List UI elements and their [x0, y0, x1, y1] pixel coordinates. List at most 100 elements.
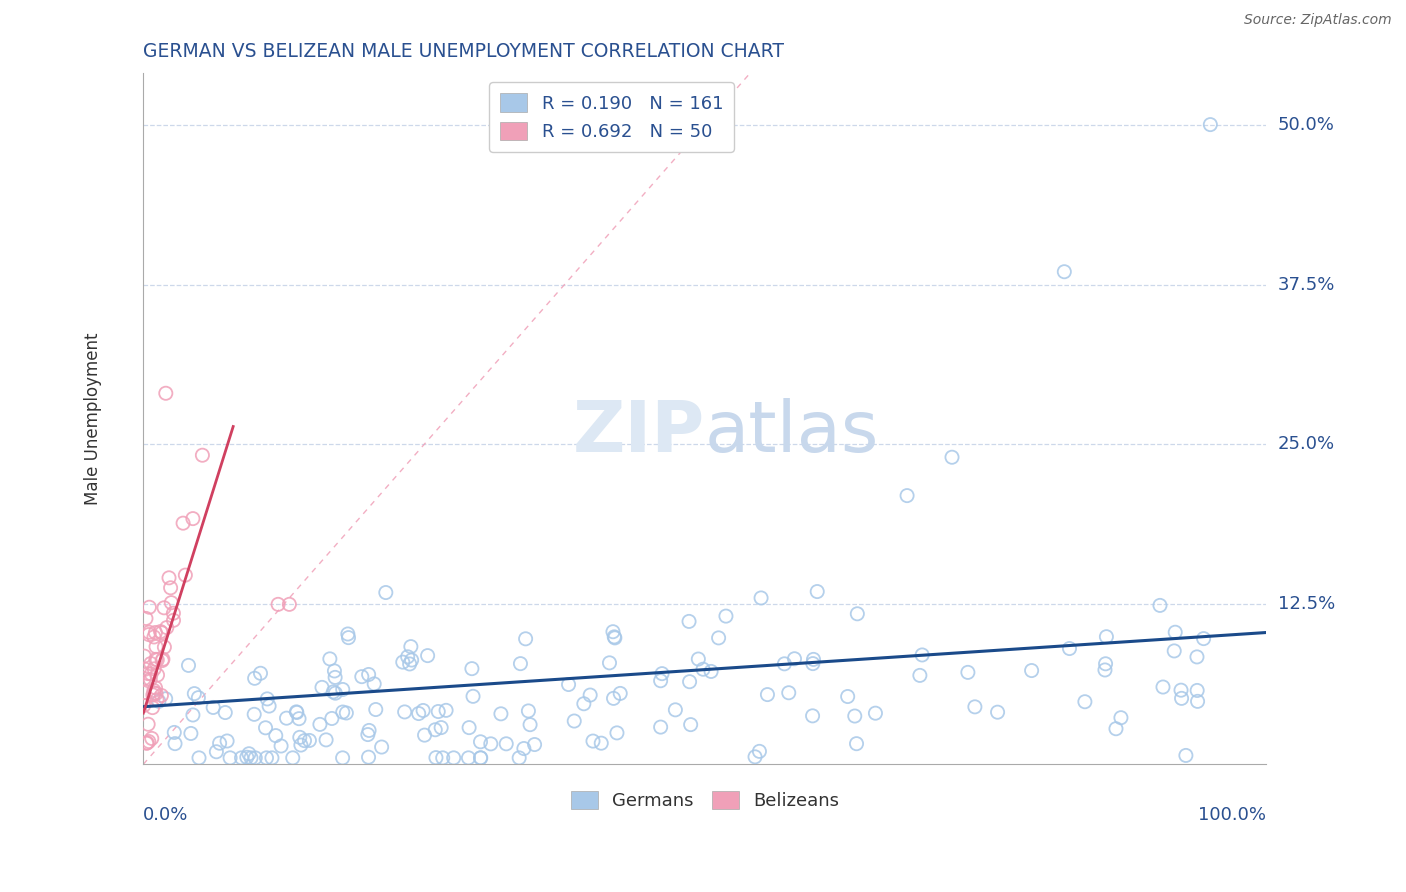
Point	[844, 709, 866, 723]
Point	[416, 648, 439, 663]
Point	[155, 691, 177, 706]
Point	[773, 657, 796, 671]
Point	[470, 735, 492, 749]
Point	[801, 709, 824, 723]
Point	[335, 706, 357, 720]
Point	[941, 450, 963, 465]
Point	[134, 649, 156, 664]
Point	[744, 749, 766, 764]
Text: ZIP: ZIP	[572, 398, 704, 467]
Point	[160, 596, 183, 610]
Point	[748, 744, 770, 758]
Point	[319, 652, 342, 666]
Point	[350, 670, 373, 684]
Point	[134, 672, 156, 686]
Text: 25.0%: 25.0%	[1278, 435, 1334, 453]
Point	[181, 511, 204, 525]
Point	[363, 677, 385, 691]
Point	[188, 751, 211, 765]
Point	[1105, 722, 1128, 736]
Point	[412, 704, 434, 718]
Point	[145, 625, 167, 640]
Point	[1059, 641, 1081, 656]
Point	[153, 600, 176, 615]
Point	[756, 688, 779, 702]
Point	[332, 751, 354, 765]
Point	[143, 662, 166, 676]
Point	[285, 705, 308, 719]
Point	[254, 721, 277, 735]
Point	[391, 655, 413, 669]
Point	[150, 654, 173, 668]
Point	[432, 751, 454, 765]
Point	[143, 630, 166, 644]
Point	[495, 737, 517, 751]
Point	[153, 640, 176, 654]
Point	[285, 706, 308, 720]
Point	[399, 640, 422, 654]
Point	[427, 705, 450, 719]
Point	[136, 717, 159, 731]
Point	[461, 690, 484, 704]
Point	[803, 652, 825, 666]
Point	[152, 652, 174, 666]
Point	[598, 656, 620, 670]
Legend: Germans, Belizeans: Germans, Belizeans	[564, 784, 846, 817]
Point	[911, 648, 934, 662]
Point	[679, 717, 702, 731]
Point	[1163, 644, 1185, 658]
Point	[651, 666, 673, 681]
Point	[142, 683, 165, 698]
Point	[562, 714, 585, 728]
Point	[249, 666, 271, 681]
Point	[134, 662, 156, 676]
Point	[323, 664, 346, 678]
Point	[146, 668, 169, 682]
Point	[243, 707, 266, 722]
Point	[508, 751, 530, 765]
Point	[1199, 118, 1222, 132]
Point	[479, 737, 502, 751]
Point	[374, 585, 396, 599]
Point	[359, 723, 381, 738]
Point	[264, 729, 287, 743]
Point	[370, 739, 392, 754]
Point	[714, 609, 737, 624]
Point	[278, 598, 301, 612]
Text: atlas: atlas	[704, 398, 879, 467]
Point	[256, 751, 278, 765]
Point	[357, 667, 380, 681]
Point	[707, 631, 730, 645]
Point	[591, 736, 613, 750]
Point	[321, 711, 343, 725]
Point	[457, 751, 479, 765]
Point	[845, 737, 868, 751]
Point	[337, 631, 360, 645]
Text: Source: ZipAtlas.com: Source: ZipAtlas.com	[1244, 13, 1392, 28]
Point	[157, 571, 180, 585]
Point	[162, 606, 184, 620]
Point	[357, 727, 380, 741]
Point	[145, 640, 167, 654]
Point	[135, 611, 157, 625]
Point	[309, 717, 332, 731]
Point	[132, 698, 155, 713]
Point	[288, 731, 311, 745]
Point	[664, 703, 686, 717]
Point	[443, 751, 465, 765]
Text: 37.5%: 37.5%	[1278, 276, 1336, 293]
Point	[470, 751, 492, 765]
Point	[408, 706, 430, 721]
Point	[896, 489, 918, 503]
Point	[332, 682, 354, 697]
Point	[183, 687, 205, 701]
Point	[1109, 711, 1132, 725]
Point	[1164, 625, 1187, 640]
Point	[267, 598, 290, 612]
Point	[290, 738, 312, 752]
Point	[155, 386, 177, 401]
Point	[311, 681, 333, 695]
Point	[138, 600, 160, 615]
Point	[1152, 680, 1174, 694]
Point	[202, 700, 225, 714]
